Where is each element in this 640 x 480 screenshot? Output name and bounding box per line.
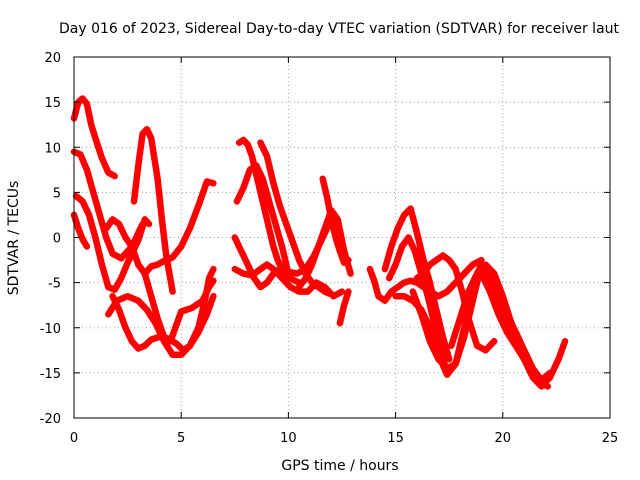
x-tick-label: 0 [70, 431, 78, 446]
series-arc-20 [385, 234, 451, 377]
y-tick-label: 0 [53, 232, 61, 247]
series-arc-2 [70, 148, 146, 262]
x-tick-label: 20 [495, 431, 512, 446]
series-arc-19 [381, 205, 453, 363]
x-tick-label: 25 [602, 431, 619, 446]
series-arc-12 [233, 162, 292, 277]
y-tick-label: 5 [53, 186, 61, 201]
series-arc-6 [130, 125, 176, 295]
series-arc-25 [478, 270, 552, 390]
series-arc-24 [448, 261, 524, 350]
series-arc-1 [70, 95, 118, 180]
series-arc-3 [72, 192, 153, 294]
y-tick-label: -10 [40, 322, 61, 337]
plot-frame [73, 56, 611, 419]
y-tick-label: -15 [40, 367, 61, 382]
series-arc-15 [295, 207, 354, 291]
y-tick-label: 20 [44, 51, 61, 66]
x-axis-label: GPS time / hours [281, 458, 398, 474]
data-series [70, 95, 569, 390]
y-tick-label: -5 [48, 277, 61, 292]
y-tick-label: -20 [40, 412, 61, 427]
chart-title: Day 016 of 2023, Sidereal Day-to-day VTE… [59, 21, 620, 37]
axis-ticks: 0 5 10 15 20 25 -20 -15 -10 -5 0 5 10 15 20 [40, 51, 619, 446]
series-arc-17 [336, 288, 352, 327]
series-arc-9 [105, 265, 217, 359]
series-arc-14 [231, 261, 346, 300]
series-arc-5 [102, 178, 217, 277]
series-arc-4 [70, 211, 91, 250]
x-tick-label: 5 [177, 431, 185, 446]
y-axis-label: SDTVAR / TECUs [6, 181, 22, 296]
y-tick-label: 15 [44, 96, 61, 111]
y-tick-label: 10 [44, 141, 61, 156]
x-tick-label: 10 [280, 431, 297, 446]
series-arc-16 [319, 175, 352, 267]
series-arc-23 [413, 252, 498, 354]
x-tick-label: 15 [387, 431, 404, 446]
